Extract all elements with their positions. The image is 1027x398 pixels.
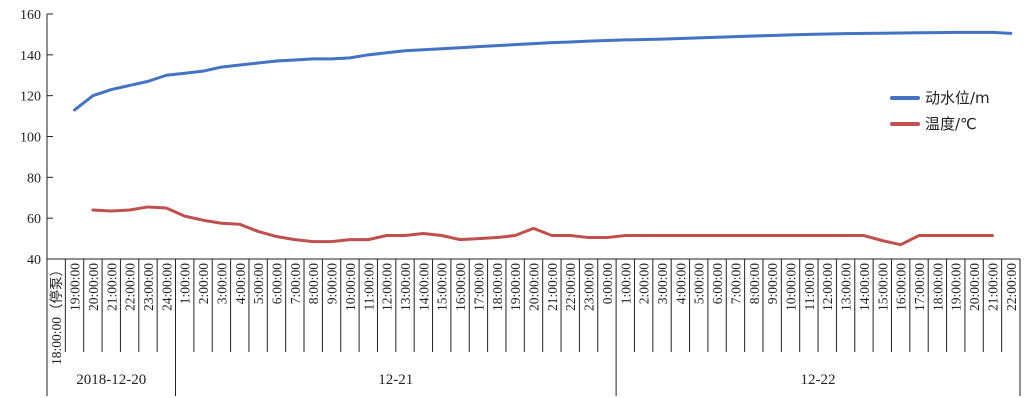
x-tick-label: 22:00:00 xyxy=(563,263,578,311)
x-tick-label: 12:00:00 xyxy=(820,263,835,311)
x-tick-label: 15:00:00 xyxy=(875,263,890,311)
x-tick-label: 24:00:00 xyxy=(159,263,174,311)
series-line-0 xyxy=(73,30,1013,112)
x-tick-label: 22:00:00 xyxy=(123,263,138,311)
x-tick-label: 2:00:00 xyxy=(637,263,652,305)
x-tick-label: 1:00:00 xyxy=(178,263,193,305)
series-lines xyxy=(73,30,1013,247)
x-tick-label: 13:00:00 xyxy=(398,263,413,311)
x-tick-label: 19:00:00 xyxy=(68,263,83,311)
x-tick-label: 20:00:00 xyxy=(86,263,101,311)
x-tick-label: 5:00:00 xyxy=(692,263,707,305)
y-tick-label: 140 xyxy=(20,49,41,64)
x-tick-label: 21:00:00 xyxy=(104,263,119,311)
x-tick-label: 7:00:00 xyxy=(288,263,303,305)
x-tick-label: 12:00:00 xyxy=(380,263,395,311)
date-group-label: 2018-12-20 xyxy=(76,372,146,388)
x-tick-label: 17:00:00 xyxy=(471,263,486,311)
x-tick-label: 20:00:00 xyxy=(967,263,982,311)
x-tick-label: 3:00:00 xyxy=(214,263,229,305)
x-tick-label: 5:00:00 xyxy=(251,263,266,305)
x-tick-label: 19:00:00 xyxy=(508,263,523,311)
x-tick-label: 0:00:00 xyxy=(600,263,615,305)
x-tick-label: 16:00:00 xyxy=(894,263,909,311)
y-tick-label: 60 xyxy=(27,212,41,227)
date-group-label: 12-21 xyxy=(378,372,413,388)
x-tick-label: 11:00:00 xyxy=(361,263,376,311)
x-tick-label: 6:00:00 xyxy=(710,263,725,305)
x-tick-label: 8:00:00 xyxy=(306,263,321,305)
date-group-label: 12-22 xyxy=(801,372,836,388)
x-tick-label: 11:00:00 xyxy=(802,263,817,311)
x-tick-label: 16:00:00 xyxy=(453,263,468,311)
x-tick-label: 23:00:00 xyxy=(582,263,597,311)
x-tick-label: 10:00:00 xyxy=(343,263,358,311)
x-tick-label: 15:00:00 xyxy=(435,263,450,311)
legend: 动水位/m 温度/℃ xyxy=(890,89,990,133)
x-tick-label: 22:00:00 xyxy=(1004,263,1019,311)
y-tick-label: 100 xyxy=(20,131,41,146)
x-tick-label: 21:00:00 xyxy=(545,263,560,311)
x-tick-label: 13:00:00 xyxy=(839,263,854,311)
x-tick-label: 20:00:00 xyxy=(527,263,542,311)
y-tick-label: 120 xyxy=(20,90,41,105)
legend-label: 动水位/m xyxy=(925,89,990,107)
x-tick-label: 21:00:00 xyxy=(985,263,1000,311)
x-tick-label: 10:00:00 xyxy=(784,263,799,311)
x-tick-label: 1:00:00 xyxy=(618,263,633,305)
legend-label: 温度/℃ xyxy=(925,115,977,133)
x-tick-label: 7:00:00 xyxy=(728,263,743,305)
x-tick-label: 17:00:00 xyxy=(912,263,927,311)
x-tick-label: 3:00:00 xyxy=(655,263,670,305)
x-tick-label: 19:00:00 xyxy=(949,263,964,311)
x-tick-label: 23:00:00 xyxy=(141,263,156,311)
x-tick-label: 2:00:00 xyxy=(196,263,211,305)
series-line-1 xyxy=(91,205,994,247)
x-tick-label: 18:00:00 xyxy=(490,263,505,311)
x-tick-label: 14:00:00 xyxy=(416,263,431,311)
x-tick-label: 8:00:00 xyxy=(747,263,762,305)
y-tick-label: 160 xyxy=(20,8,41,23)
x-tick-label: 9:00:00 xyxy=(765,263,780,305)
x-tick-label: 18:00:00（停泵） xyxy=(48,263,64,365)
x-tick-label: 18:00:00 xyxy=(930,263,945,311)
x-tick-label: 4:00:00 xyxy=(673,263,688,305)
x-tick-label: 4:00:00 xyxy=(233,263,248,305)
y-tick-label: 40 xyxy=(27,253,41,268)
x-tick-label: 6:00:00 xyxy=(269,263,284,305)
x-tick-label: 14:00:00 xyxy=(857,263,872,311)
x-tick-label: 9:00:00 xyxy=(325,263,340,305)
y-tick-label: 80 xyxy=(27,171,41,186)
